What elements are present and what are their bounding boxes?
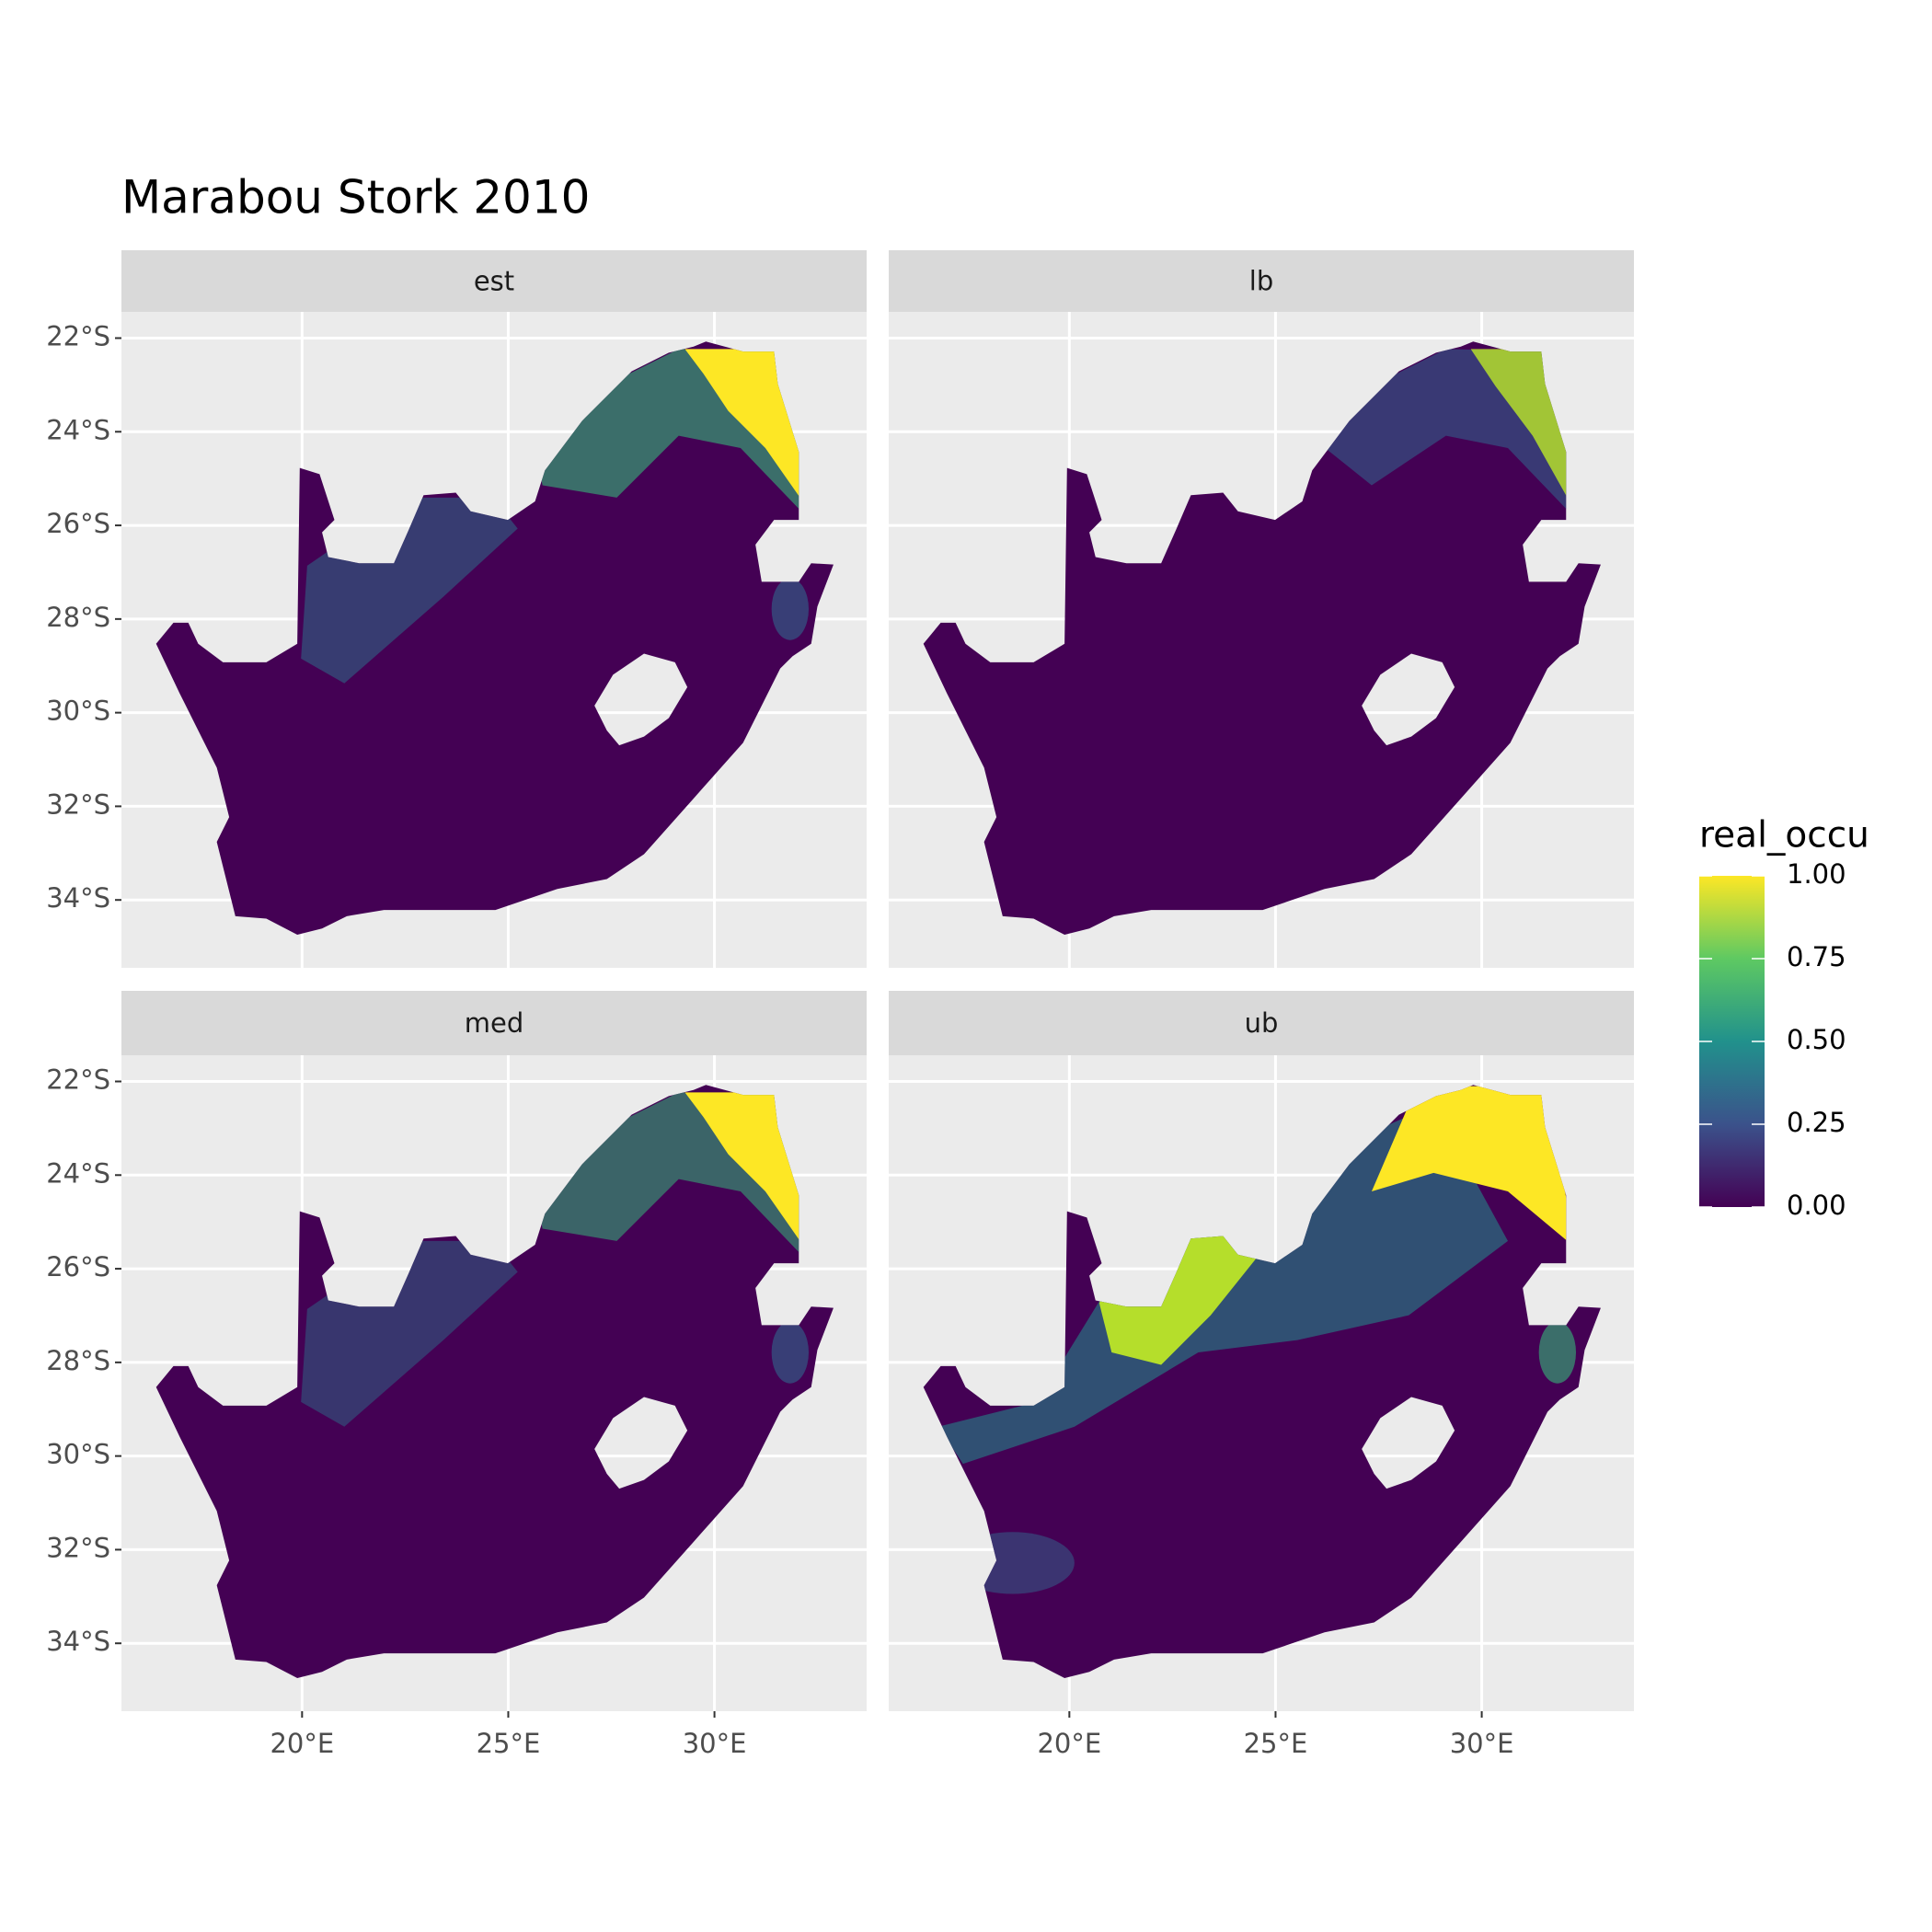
facet-strip	[121, 991, 867, 1055]
legend-label: 0.00	[1787, 1190, 1846, 1221]
y-tick-label: 22°S	[46, 320, 110, 351]
x-tick-label: 30°E	[683, 1728, 747, 1759]
legend-label: 0.75	[1787, 941, 1846, 972]
facet-label: est	[474, 266, 514, 297]
chart-title: Marabou Stork 2010	[121, 171, 590, 224]
legend-label: 1.00	[1787, 858, 1846, 890]
y-tick-label: 22°S	[46, 1064, 110, 1095]
legend-label: 0.50	[1787, 1024, 1846, 1055]
y-tick-label: 28°S	[46, 1345, 110, 1376]
facet-strip	[121, 250, 867, 312]
x-tick-label: 30°E	[1450, 1728, 1514, 1759]
y-tick-label: 34°S	[46, 1626, 110, 1657]
legend-label: 0.25	[1787, 1107, 1846, 1138]
x-tick-label: 20°E	[1037, 1728, 1101, 1759]
x-tick-label: 20°E	[270, 1728, 334, 1759]
y-tick-label: 30°S	[46, 696, 110, 727]
y-tick-label: 24°S	[46, 1157, 110, 1189]
facet-label: med	[465, 1007, 524, 1039]
legend-title: real_occu	[1699, 815, 1869, 857]
x-tick-label: 25°E	[1244, 1728, 1308, 1759]
y-tick-label: 34°S	[46, 882, 110, 914]
y-tick-label: 24°S	[46, 414, 110, 445]
y-tick-label: 26°S	[46, 1251, 110, 1282]
x-tick-label: 25°E	[477, 1728, 541, 1759]
y-tick-label: 30°S	[46, 1439, 110, 1470]
y-tick-label: 26°S	[46, 508, 110, 539]
facet-label: ub	[1245, 1007, 1279, 1039]
facet-strip	[889, 991, 1634, 1055]
facet-strip	[889, 250, 1634, 312]
facet-label: lb	[1249, 266, 1273, 297]
y-tick-label: 32°S	[46, 1532, 110, 1563]
y-tick-label: 28°S	[46, 602, 110, 633]
y-tick-label: 32°S	[46, 788, 110, 820]
